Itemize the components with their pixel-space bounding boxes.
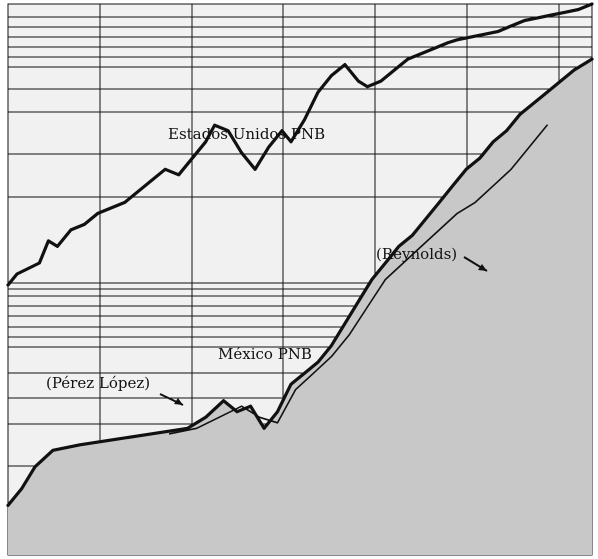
label-estados-unidos: Estados Unidos PNB [168, 125, 325, 143]
mexico-area-fill [8, 59, 592, 555]
area-fills [8, 59, 592, 555]
series-line-2 [168, 124, 548, 435]
annotation-reynolds: (Reynolds) [376, 245, 457, 263]
annotation-perez-lopez: (Pérez López) [46, 374, 150, 392]
series-line-0 [6, 2, 594, 287]
arrowhead-reynolds [478, 264, 487, 271]
series-lines [6, 2, 594, 507]
arrowhead-perez-lopez [174, 398, 183, 405]
series-line-1 [6, 57, 594, 507]
label-mexico: México PNB [218, 345, 312, 363]
